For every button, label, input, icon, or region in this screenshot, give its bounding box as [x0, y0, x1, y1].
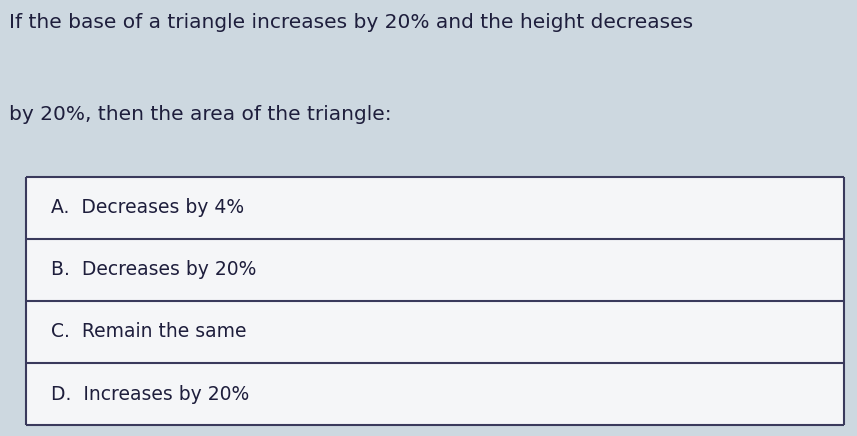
Text: D.  Increases by 20%: D. Increases by 20%	[51, 385, 249, 404]
Text: A.  Decreases by 4%: A. Decreases by 4%	[51, 198, 244, 217]
Bar	[26, 177, 844, 239]
Bar	[26, 238, 844, 301]
Text: C.  Remain the same: C. Remain the same	[51, 322, 247, 341]
Text: B.  Decreases by 20%: B. Decreases by 20%	[51, 260, 257, 279]
Bar	[26, 301, 844, 363]
Text: If the base of a triangle increases by 20% and the height decreases: If the base of a triangle increases by 2…	[9, 13, 692, 32]
Text: by 20%, then the area of the triangle:: by 20%, then the area of the triangle:	[9, 105, 391, 124]
Bar	[26, 363, 844, 425]
